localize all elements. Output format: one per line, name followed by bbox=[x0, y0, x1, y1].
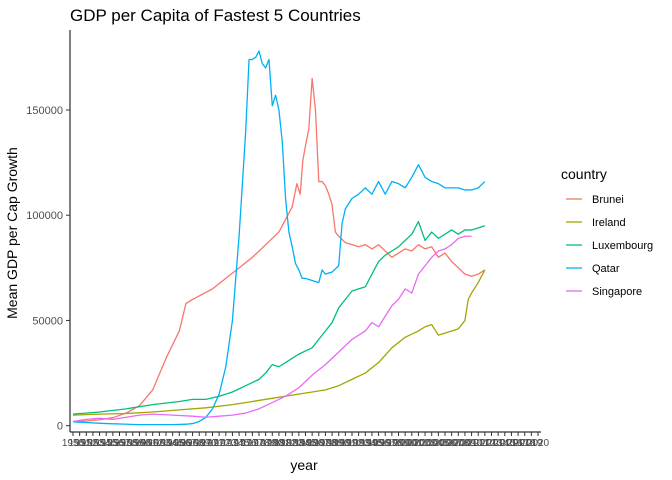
x-tick-label: 1983 bbox=[281, 438, 304, 449]
x-tick-label: 2004 bbox=[421, 438, 444, 449]
x-tick-label: 1996 bbox=[367, 438, 390, 449]
x-tick-label: 1962 bbox=[142, 438, 165, 449]
x-tick-label: 1977 bbox=[241, 438, 264, 449]
x-tick-label: 2002 bbox=[407, 438, 430, 449]
x-tick-label: 1978 bbox=[248, 438, 271, 449]
x-tick-label: 2017 bbox=[507, 438, 530, 449]
x-tick-label: 2015 bbox=[494, 438, 517, 449]
x-tick-label: 2010 bbox=[460, 438, 483, 449]
x-tick-label: 1967 bbox=[175, 438, 198, 449]
x-tick-label: 1982 bbox=[274, 438, 297, 449]
x-tick-label: 1991 bbox=[334, 438, 357, 449]
x-tick-label: 2001 bbox=[401, 438, 424, 449]
x-tick-label: 1976 bbox=[235, 438, 258, 449]
y-tick-label: 150000 bbox=[26, 105, 63, 117]
x-tick-label: 1987 bbox=[308, 438, 331, 449]
legend: country Brunei Ireland Luxembourg Qatar Sing… bbox=[561, 166, 653, 298]
x-tick-label: 1979 bbox=[255, 438, 278, 449]
x-tick-label: 1995 bbox=[361, 438, 384, 449]
x-tick-label: 1981 bbox=[268, 438, 291, 449]
y-tick-label: 0 bbox=[57, 421, 63, 433]
x-tick-label: 1953 bbox=[82, 438, 105, 449]
x-tick-label: 2020 bbox=[527, 438, 550, 449]
series-line-ireland bbox=[72, 269, 486, 416]
x-tick-label: 2012 bbox=[474, 438, 497, 449]
legend-title: country bbox=[561, 166, 607, 182]
legend-label-ireland: Ireland bbox=[592, 217, 626, 229]
legend-label-luxembourg: Luxembourg bbox=[592, 240, 653, 252]
x-tick-label: 2016 bbox=[500, 438, 523, 449]
x-tick-label: 1997 bbox=[374, 438, 397, 449]
x-tick-label: 1969 bbox=[188, 438, 211, 449]
y-tick-label: 50000 bbox=[32, 315, 63, 327]
x-tick-label: 1984 bbox=[288, 438, 311, 449]
series-line-luxembourg bbox=[72, 220, 486, 415]
series-line-brunei bbox=[72, 77, 486, 423]
x-tick-label: 2011 bbox=[467, 438, 489, 449]
plot-area: 0500001000001500001950195119521953195419… bbox=[26, 30, 550, 449]
x-tick-label: 2007 bbox=[441, 438, 464, 449]
x-tick-label: 1956 bbox=[102, 438, 125, 449]
x-tick-label: 1959 bbox=[122, 438, 145, 449]
x-tick-label: 1975 bbox=[228, 438, 251, 449]
x-tick-label: 1952 bbox=[75, 438, 98, 449]
x-tick-label: 1988 bbox=[314, 438, 337, 449]
x-tick-label: 1951 bbox=[69, 438, 92, 449]
x-tick-label: 1989 bbox=[321, 438, 344, 449]
x-axis-title: year bbox=[290, 457, 318, 473]
x-tick-label: 1980 bbox=[261, 438, 284, 449]
x-tick-label: 2013 bbox=[480, 438, 503, 449]
x-tick-label: 1968 bbox=[181, 438, 204, 449]
x-tick-label: 1985 bbox=[294, 438, 317, 449]
x-tick-label: 1993 bbox=[348, 438, 371, 449]
x-tick-label: 1957 bbox=[108, 438, 131, 449]
chart-title: GDP per Capita of Fastest 5 Countries bbox=[70, 6, 361, 25]
x-tick-label: 1961 bbox=[135, 438, 158, 449]
x-tick-label: 1970 bbox=[195, 438, 218, 449]
x-tick-label: 2005 bbox=[427, 438, 450, 449]
x-tick-label: 1964 bbox=[155, 438, 178, 449]
x-tick-label: 1994 bbox=[354, 438, 377, 449]
x-tick-label: 1974 bbox=[221, 438, 244, 449]
x-tick-label: 1971 bbox=[201, 438, 224, 449]
legend-label-qatar: Qatar bbox=[592, 263, 620, 275]
x-tick-label: 1950 bbox=[62, 438, 85, 449]
x-tick-label: 2018 bbox=[514, 438, 537, 449]
x-tick-label: 1958 bbox=[115, 438, 138, 449]
x-tick-label: 2003 bbox=[414, 438, 437, 449]
legend-label-singapore: Singapore bbox=[592, 286, 642, 298]
x-tick-label: 1955 bbox=[95, 438, 118, 449]
x-tick-label: 1972 bbox=[208, 438, 231, 449]
x-tick-label: 2000 bbox=[394, 438, 417, 449]
x-tick-label: 1998 bbox=[381, 438, 404, 449]
legend-label-brunei: Brunei bbox=[592, 194, 624, 206]
series-line-singapore bbox=[72, 235, 472, 423]
x-tick-label: 1999 bbox=[387, 438, 410, 449]
series-line-qatar bbox=[72, 50, 486, 426]
y-tick-label: 100000 bbox=[26, 210, 63, 222]
x-tick-label: 1960 bbox=[128, 438, 151, 449]
x-tick-label: 2009 bbox=[454, 438, 477, 449]
x-tick-label: 1966 bbox=[168, 438, 191, 449]
x-tick-label: 1954 bbox=[88, 438, 111, 449]
x-tick-label: 1992 bbox=[341, 438, 364, 449]
x-tick-label: 2014 bbox=[487, 438, 510, 449]
x-tick-label: 2008 bbox=[447, 438, 470, 449]
x-tick-label: 1965 bbox=[162, 438, 185, 449]
y-axis-title: Mean GDP per Cap Growth bbox=[4, 147, 20, 319]
x-tick-label: 2019 bbox=[520, 438, 543, 449]
x-tick-label: 1990 bbox=[328, 438, 351, 449]
x-tick-label: 1963 bbox=[148, 438, 171, 449]
x-tick-label: 1973 bbox=[215, 438, 238, 449]
x-tick-label: 1986 bbox=[301, 438, 324, 449]
x-tick-label: 2006 bbox=[434, 438, 457, 449]
